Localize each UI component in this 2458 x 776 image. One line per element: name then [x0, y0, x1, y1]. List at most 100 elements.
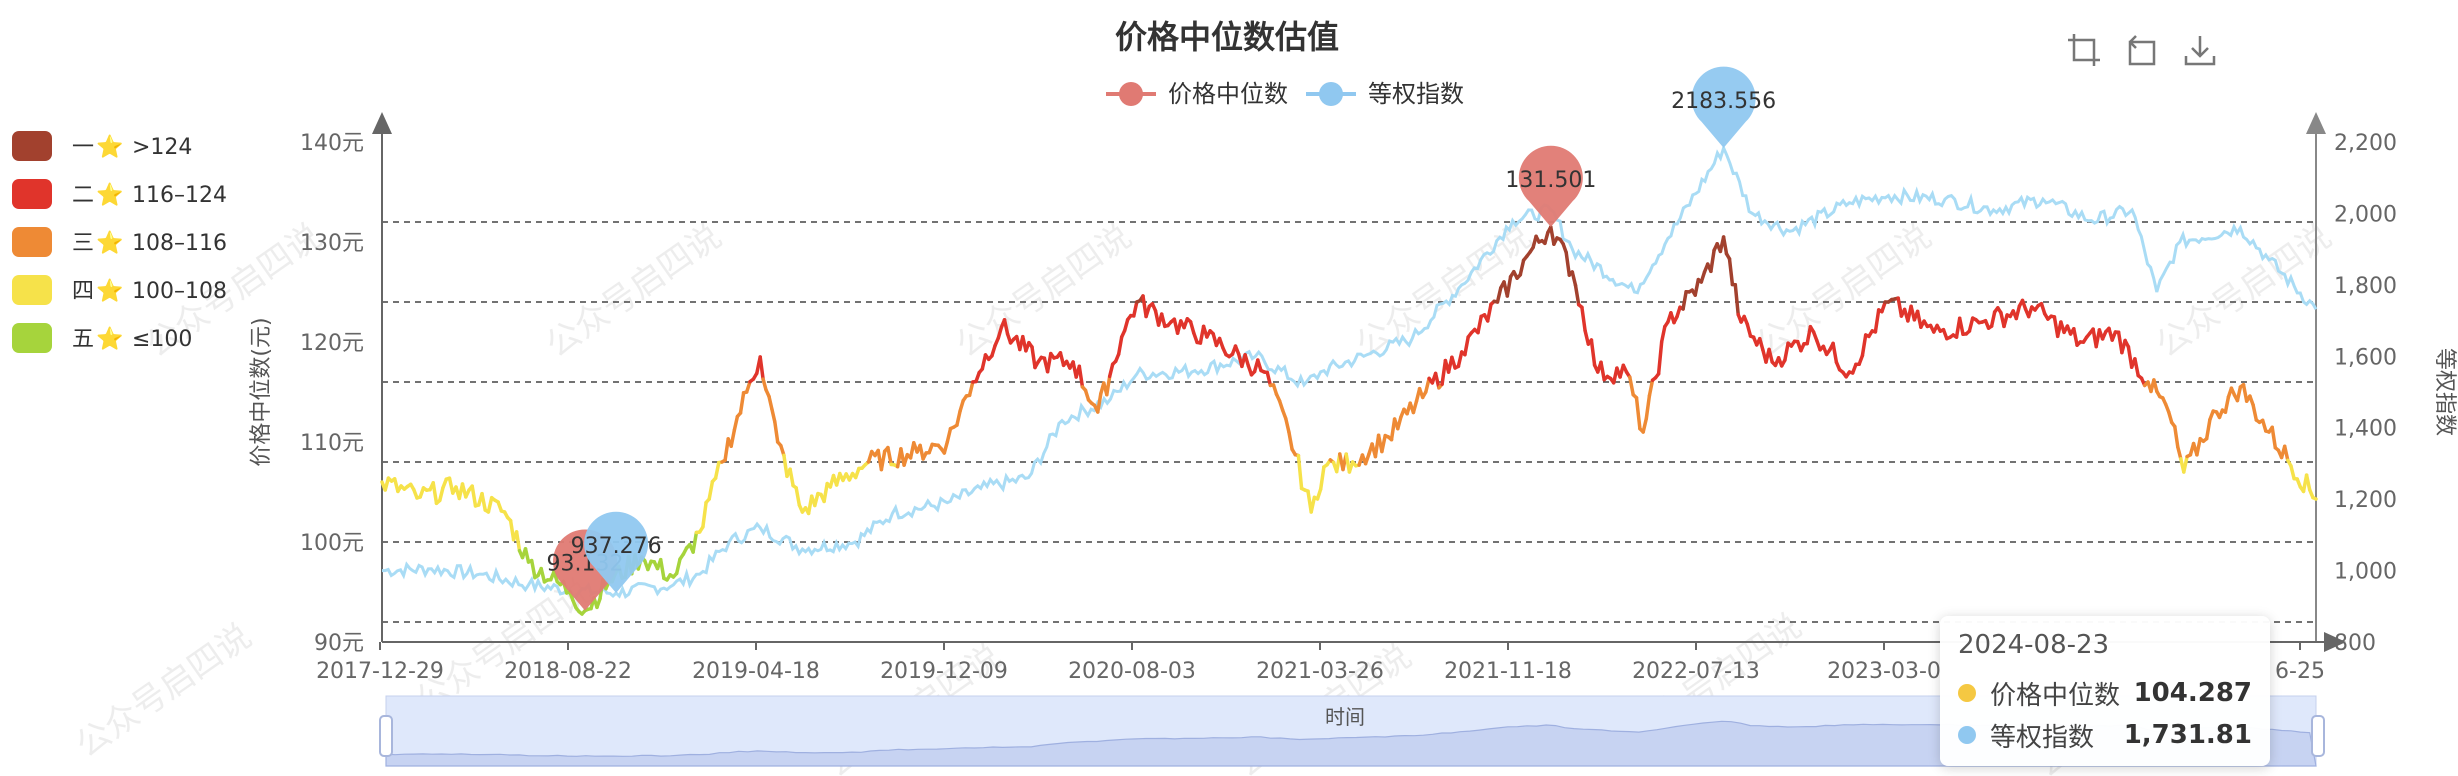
right-tick-label: 800	[2334, 631, 2376, 656]
median-price-segment	[701, 500, 708, 529]
x-tick-label: 2019-04-18	[692, 659, 820, 684]
median-price-segment	[886, 445, 893, 467]
level-swatch[interactable]	[12, 275, 52, 305]
download-icon[interactable]	[2182, 32, 2218, 72]
level-star-icon: ⭐	[96, 278, 123, 304]
slider-left-handle[interactable]	[379, 715, 393, 757]
median-price-segment	[1659, 324, 1667, 344]
median-price-segment	[2241, 382, 2249, 403]
left-tick-label: 120元	[300, 331, 364, 356]
tooltip-series-value: 104.287	[2133, 678, 2252, 708]
median-price-segment	[1831, 341, 1839, 364]
median-price-segment	[2002, 313, 2009, 329]
left-tick-label: 140元	[300, 131, 364, 156]
median-price-segment	[470, 484, 478, 508]
median-price-segment	[770, 407, 777, 424]
median-price-segment	[1105, 374, 1112, 397]
median-price-segment	[2195, 436, 2202, 457]
median-price-segment	[1783, 341, 1790, 362]
zoom-reset-icon[interactable]	[2124, 32, 2160, 72]
tooltip-row: 等权指数 1,731.81	[1958, 714, 2252, 756]
median-price-segment	[1396, 415, 1403, 431]
median-price-segment	[1767, 347, 1774, 364]
median-price-segment	[1693, 277, 1701, 297]
marker-pin-icon	[584, 511, 649, 593]
x-tick-label: 2017-12-29	[316, 659, 444, 684]
right-tick-label: 1,400	[2334, 417, 2397, 442]
tooltip-dot-icon	[1958, 684, 1976, 702]
median-price-segment	[761, 377, 768, 392]
x-axis-title: 时间	[1325, 705, 1365, 729]
watermark-text: 公众号启四说	[1349, 216, 1539, 366]
legend-dot-icon[interactable]	[1119, 82, 1143, 106]
median-price-segment	[1896, 296, 1904, 318]
median-price-segment	[1745, 322, 1753, 338]
median-price-segment	[1476, 314, 1483, 335]
x-tick-label: 2018-08-22	[504, 659, 632, 684]
median-price-segment	[822, 481, 829, 504]
median-price-segment	[713, 460, 721, 480]
level-range: >124	[132, 135, 192, 160]
right-tick-label: 1,000	[2334, 560, 2397, 585]
level-swatch[interactable]	[12, 227, 52, 257]
right-tick-label: 1,600	[2334, 345, 2397, 370]
right-tick-label: 1,200	[2334, 488, 2397, 513]
median-price-segment	[955, 409, 962, 427]
median-price-segment	[1573, 283, 1581, 307]
median-price-segment	[438, 485, 445, 503]
legend-label: 价格中位数	[1168, 80, 1288, 108]
median-price-segment	[1989, 310, 1997, 328]
marker-label: 937.276	[571, 534, 662, 559]
median-price-segment	[2282, 444, 2290, 463]
median-price-segment	[1107, 362, 1115, 379]
level-swatch[interactable]	[12, 323, 52, 353]
tooltip-row: 价格中位数 104.287	[1958, 672, 2252, 714]
right-axis-arrow-icon	[2306, 112, 2326, 134]
left-tick-label: 130元	[300, 231, 364, 256]
marker-label: 2183.556	[1671, 89, 1776, 114]
median-price-segment	[758, 355, 765, 381]
tooltip-date: 2024-08-23	[1958, 630, 2110, 660]
level-swatch[interactable]	[12, 179, 52, 209]
median-price-segment	[1647, 378, 1655, 398]
tooltip-dot-icon	[1958, 726, 1976, 744]
median-price-segment	[674, 557, 682, 576]
median-price-segment	[1122, 317, 1130, 333]
level-star-icon: ⭐	[96, 182, 123, 208]
median-price-segment	[1570, 270, 1578, 288]
median-price-segment	[980, 353, 988, 371]
x-tick-label: 6-25	[2275, 659, 2325, 684]
x-tick-label: 2021-03-26	[1256, 659, 1384, 684]
median-price-segment	[1243, 353, 1251, 368]
legend-dot-icon[interactable]	[1319, 82, 1343, 106]
zoom-select-icon[interactable]	[2066, 32, 2102, 72]
level-swatch[interactable]	[12, 131, 52, 161]
right-tick-label: 2,200	[2334, 131, 2397, 156]
median-price-segment	[1860, 333, 1868, 358]
median-price-segment	[1424, 376, 1431, 394]
median-price-segment	[1463, 335, 1470, 357]
tooltip-series-value: 1,731.81	[2123, 720, 2252, 750]
median-price-segment	[514, 530, 522, 553]
median-price-segment	[813, 491, 820, 508]
median-price-segment	[744, 379, 752, 394]
median-price-segment	[1681, 290, 1688, 311]
median-price-segment	[1644, 394, 1652, 421]
median-price-segment	[1733, 282, 1740, 317]
right-axis-title: 等权指数	[2432, 348, 2457, 436]
median-price-segment	[729, 428, 737, 448]
median-price-segment	[691, 530, 699, 554]
level-star-icon: ⭐	[96, 326, 123, 352]
watermark-text: 公众号启四说	[949, 216, 1139, 366]
median-price-segment	[945, 426, 953, 444]
median-price-segment	[2014, 304, 2022, 321]
watermark-text: 公众号启四说	[69, 616, 259, 766]
median-price-segment	[2270, 425, 2278, 450]
median-price-segment	[1159, 312, 1167, 329]
median-price-segment	[773, 420, 780, 444]
slider-right-handle[interactable]	[2311, 715, 2325, 757]
x-tick-label: 2020-08-03	[1068, 659, 1196, 684]
median-price-segment	[1656, 339, 1664, 376]
